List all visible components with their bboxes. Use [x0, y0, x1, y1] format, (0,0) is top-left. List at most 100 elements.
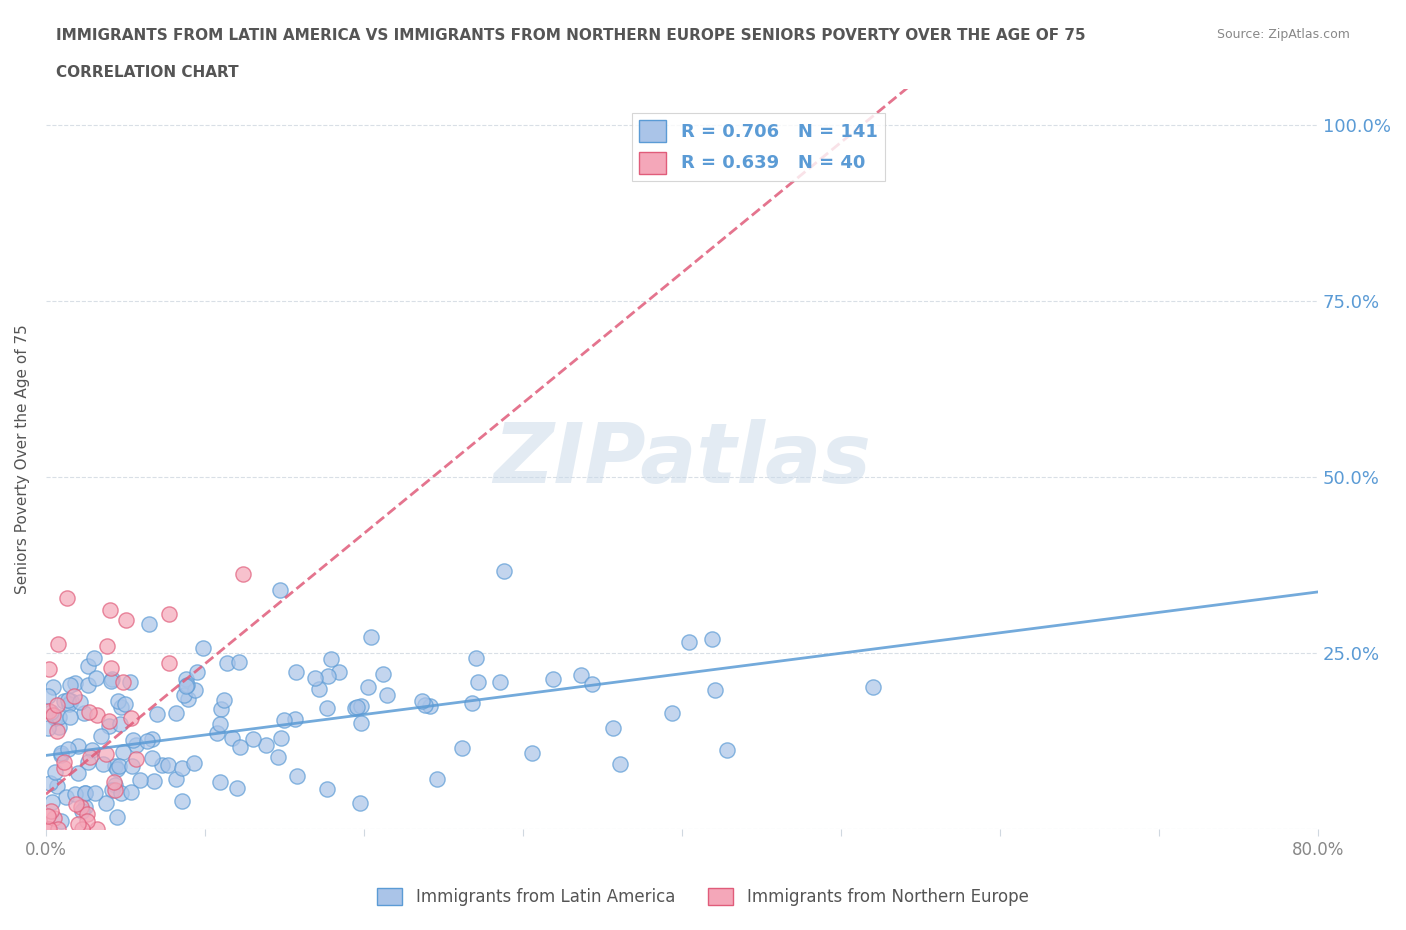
- Immigrants from Latin America: [228, 740, 250, 755]
- Immigrants from Latin America: [111, 744, 134, 759]
- Immigrants from Latin America: [84, 671, 107, 685]
- Immigrants from Latin America: [522, 746, 544, 761]
- Immigrants from Latin America: [284, 664, 307, 679]
- Immigrants from Latin America: [308, 682, 330, 697]
- Immigrants from Latin America: [411, 693, 433, 708]
- Immigrants from Latin America: [357, 680, 380, 695]
- Immigrants from Latin America: [105, 761, 128, 776]
- Immigrants from Latin America: [862, 680, 884, 695]
- Immigrants from Northern Europe: [159, 606, 181, 621]
- Immigrants from Northern Europe: [94, 747, 117, 762]
- Immigrants from Northern Europe: [41, 707, 63, 722]
- Immigrants from Latin America: [141, 732, 163, 747]
- Immigrants from Latin America: [266, 750, 288, 764]
- Immigrants from Latin America: [44, 711, 66, 725]
- Immigrants from Latin America: [349, 796, 371, 811]
- Immigrants from Latin America: [415, 698, 437, 712]
- Immigrants from Latin America: [69, 695, 91, 710]
- Immigrants from Latin America: [183, 755, 205, 770]
- Immigrants from Latin America: [226, 780, 249, 795]
- Immigrants from Latin America: [67, 765, 90, 780]
- Y-axis label: Seniors Poverty Over the Age of 75: Seniors Poverty Over the Age of 75: [15, 325, 30, 594]
- Immigrants from Northern Europe: [86, 708, 108, 723]
- Immigrants from Latin America: [39, 704, 62, 719]
- Immigrants from Latin America: [141, 751, 163, 765]
- Immigrants from Northern Europe: [114, 613, 136, 628]
- Immigrants from Latin America: [207, 725, 229, 740]
- Text: Source: ZipAtlas.com: Source: ZipAtlas.com: [1216, 28, 1350, 41]
- Immigrants from Latin America: [135, 734, 157, 749]
- Immigrants from Latin America: [110, 786, 132, 801]
- Immigrants from Latin America: [76, 677, 98, 692]
- Immigrants from Latin America: [122, 733, 145, 748]
- Immigrants from Latin America: [209, 702, 232, 717]
- Immigrants from Latin America: [609, 757, 631, 772]
- Immigrants from Latin America: [350, 698, 373, 713]
- Immigrants from Latin America: [63, 675, 86, 690]
- Immigrants from Latin America: [346, 700, 368, 715]
- Immigrants from Northern Europe: [38, 821, 60, 836]
- Immigrants from Latin America: [37, 721, 59, 736]
- Immigrants from Latin America: [174, 678, 197, 693]
- Immigrants from Latin America: [56, 693, 79, 708]
- Immigrants from Latin America: [269, 583, 291, 598]
- Immigrants from Latin America: [80, 742, 103, 757]
- Immigrants from Latin America: [41, 680, 63, 695]
- Immigrants from Latin America: [58, 741, 80, 756]
- Immigrants from Latin America: [110, 700, 132, 715]
- Immigrants from Latin America: [145, 706, 167, 721]
- Immigrants from Latin America: [90, 728, 112, 743]
- Immigrants from Latin America: [284, 711, 307, 726]
- Immigrants from Latin America: [44, 764, 66, 779]
- Immigrants from Latin America: [73, 800, 96, 815]
- Immigrants from Latin America: [460, 696, 482, 711]
- Immigrants from Latin America: [350, 715, 373, 730]
- Immigrants from Northern Europe: [125, 752, 148, 767]
- Immigrants from Latin America: [375, 687, 398, 702]
- Immigrants from Northern Europe: [120, 711, 142, 725]
- Immigrants from Northern Europe: [65, 797, 87, 812]
- Immigrants from Latin America: [48, 720, 70, 735]
- Immigrants from Latin America: [120, 674, 142, 689]
- Immigrants from Northern Europe: [104, 782, 127, 797]
- Immigrants from Northern Europe: [46, 698, 69, 712]
- Immigrants from Latin America: [150, 757, 173, 772]
- Immigrants from Latin America: [100, 671, 122, 686]
- Immigrants from Latin America: [541, 671, 564, 686]
- Immigrants from Latin America: [120, 785, 142, 800]
- Immigrants from Latin America: [602, 720, 624, 735]
- Immigrants from Latin America: [107, 694, 129, 709]
- Immigrants from Latin America: [492, 564, 515, 578]
- Immigrants from Latin America: [228, 655, 250, 670]
- Immigrants from Northern Europe: [232, 567, 254, 582]
- Immigrants from Latin America: [121, 759, 143, 774]
- Immigrants from Northern Europe: [37, 808, 59, 823]
- Immigrants from Northern Europe: [79, 750, 101, 764]
- Immigrants from Latin America: [128, 773, 150, 788]
- Immigrants from Latin America: [77, 754, 100, 769]
- Immigrants from Latin America: [165, 705, 187, 720]
- Immigrants from Latin America: [316, 781, 339, 796]
- Immigrants from Latin America: [55, 790, 77, 804]
- Immigrants from Northern Europe: [70, 821, 93, 836]
- Immigrants from Latin America: [37, 688, 59, 703]
- Immigrants from Northern Europe: [45, 724, 67, 738]
- Immigrants from Latin America: [193, 641, 215, 656]
- Immigrants from Latin America: [59, 693, 82, 708]
- Immigrants from Latin America: [114, 697, 136, 711]
- Immigrants from Latin America: [39, 776, 62, 790]
- Immigrants from Latin America: [426, 772, 449, 787]
- Immigrants from Latin America: [270, 731, 292, 746]
- Immigrants from Latin America: [138, 617, 160, 631]
- Immigrants from Latin America: [467, 675, 489, 690]
- Immigrants from Northern Europe: [98, 603, 121, 618]
- Immigrants from Northern Europe: [42, 810, 65, 825]
- Immigrants from Latin America: [661, 706, 683, 721]
- Immigrants from Northern Europe: [157, 656, 180, 671]
- Immigrants from Latin America: [273, 712, 295, 727]
- Immigrants from Latin America: [101, 783, 124, 798]
- Immigrants from Latin America: [304, 671, 326, 685]
- Immigrants from Latin America: [165, 771, 187, 786]
- Immigrants from Northern Europe: [46, 821, 69, 836]
- Immigrants from Northern Europe: [37, 821, 59, 836]
